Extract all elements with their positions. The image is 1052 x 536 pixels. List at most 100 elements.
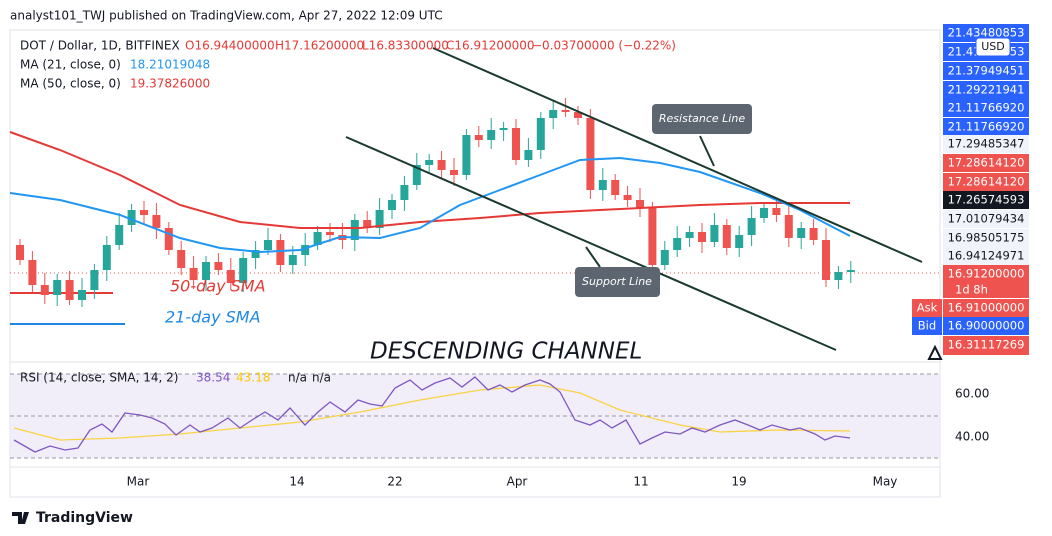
legend-symbol: DOT / Dollar, 1D, BITFINEX <box>20 39 180 53</box>
candle-body <box>288 255 297 265</box>
price-label: 21.29221941 <box>948 83 1025 97</box>
candle-body <box>301 245 310 255</box>
alert-icon[interactable] <box>927 344 943 360</box>
rsi-na: n/a <box>312 371 331 385</box>
price-label: 21.37949451 <box>948 64 1025 78</box>
legend-low: L16.83300000 <box>362 39 449 53</box>
arrow <box>585 246 601 268</box>
price-tag <box>943 62 1029 80</box>
price-tag <box>943 229 1029 247</box>
candle-body <box>772 208 781 215</box>
bid-label: Bid <box>918 319 936 333</box>
candle-body <box>239 258 248 283</box>
x-axis-label: May <box>873 475 898 489</box>
legend-ma50-value: 19.37826000 <box>130 77 210 91</box>
annotation: DESCENDING CHANNEL <box>370 339 642 365</box>
x-axis-label: Mar <box>127 475 150 489</box>
candle-body <box>710 225 719 242</box>
x-axis-label: 14 <box>289 475 304 489</box>
rsi-value: 38.54 <box>196 371 230 385</box>
candle-body <box>313 232 322 245</box>
candle-body <box>65 280 74 300</box>
candle-body <box>846 270 855 272</box>
candle-body <box>784 215 793 238</box>
candle-body <box>623 195 632 200</box>
price-label: 21.11766920 <box>948 120 1025 134</box>
x-axis-label: Apr <box>507 475 528 489</box>
candle-body <box>611 180 620 195</box>
candle-body <box>53 280 62 295</box>
chart-frame <box>9 29 941 498</box>
arrow <box>699 135 715 167</box>
candle-body <box>164 228 173 250</box>
price-label: 17.01079434 <box>948 212 1025 226</box>
bid-value: 16.90000000 <box>948 319 1025 333</box>
candle-body <box>499 128 508 130</box>
candle-body <box>636 200 644 208</box>
price-label: 16.98505175 <box>948 231 1025 245</box>
candle-body <box>760 208 768 218</box>
price-tag <box>943 247 1029 265</box>
price-label: 16.91200000 <box>948 267 1025 281</box>
candle-body <box>561 110 570 112</box>
rsi-sma <box>13 384 851 441</box>
candle-body <box>735 235 744 248</box>
price-tag <box>943 135 1029 153</box>
candle-body <box>425 160 434 165</box>
currency-badge[interactable] <box>975 37 1011 57</box>
candle-body <box>388 200 396 210</box>
candle-body <box>90 270 99 290</box>
price-tag <box>943 210 1029 228</box>
last-box <box>943 336 1029 355</box>
legend-high: H17.16200000 <box>275 39 364 53</box>
candle-body <box>437 160 446 170</box>
price-label: 17.29485347 <box>948 137 1025 151</box>
price-label: 17.28614120 <box>948 156 1025 170</box>
candle-body <box>648 208 657 265</box>
ma21-line <box>9 156 851 254</box>
price-label: 17.26574593 <box>948 193 1025 207</box>
candle-body <box>276 240 285 265</box>
currency[interactable]: USD <box>981 40 1005 53</box>
candle-body <box>264 240 272 250</box>
channel-lower <box>345 136 837 351</box>
rsi-na: n/a <box>288 371 307 385</box>
legend-close: C16.91200000 <box>446 39 535 53</box>
candle-body <box>115 225 124 245</box>
rsi-sma-value: 43.18 <box>236 371 270 385</box>
candle-body <box>189 268 198 280</box>
candle-body <box>474 135 483 140</box>
channel-upper <box>432 47 923 263</box>
footer: TradingView <box>36 510 133 526</box>
candle-body <box>598 180 607 190</box>
candle-body <box>797 228 806 238</box>
legend-ma50: MA (50, close, 0) <box>20 77 121 91</box>
candle-body <box>127 210 136 225</box>
price-label: 21.11766920 <box>948 101 1025 115</box>
callout: Resistance Line <box>659 112 745 125</box>
annotation: 50-day SMA <box>170 277 266 296</box>
candle-body <box>326 232 334 235</box>
rsi-label: RSI (14, close, SMA, 14, 2) <box>20 371 178 385</box>
candle-body <box>524 150 533 160</box>
candle-body <box>16 245 24 260</box>
candle-body <box>673 238 682 250</box>
countdown: 1d 8h <box>955 283 988 297</box>
price-tag <box>943 191 1029 209</box>
callout-box <box>575 267 660 297</box>
candle-body <box>140 210 148 215</box>
price-tag <box>943 24 1029 42</box>
candle-body <box>226 270 235 283</box>
legend-change: −0.03700000 (−0.22%) <box>532 39 676 53</box>
ask-badge <box>912 299 942 317</box>
candle-body <box>412 165 421 185</box>
price-tag <box>943 154 1029 172</box>
candle-body <box>251 250 260 258</box>
candle-body <box>40 285 49 295</box>
candle-body <box>214 262 223 270</box>
logo <box>12 512 29 524</box>
candle-body <box>685 232 694 238</box>
price-label: 17.28614120 <box>948 175 1025 189</box>
candle-body <box>586 118 595 190</box>
candle-body <box>375 210 384 228</box>
